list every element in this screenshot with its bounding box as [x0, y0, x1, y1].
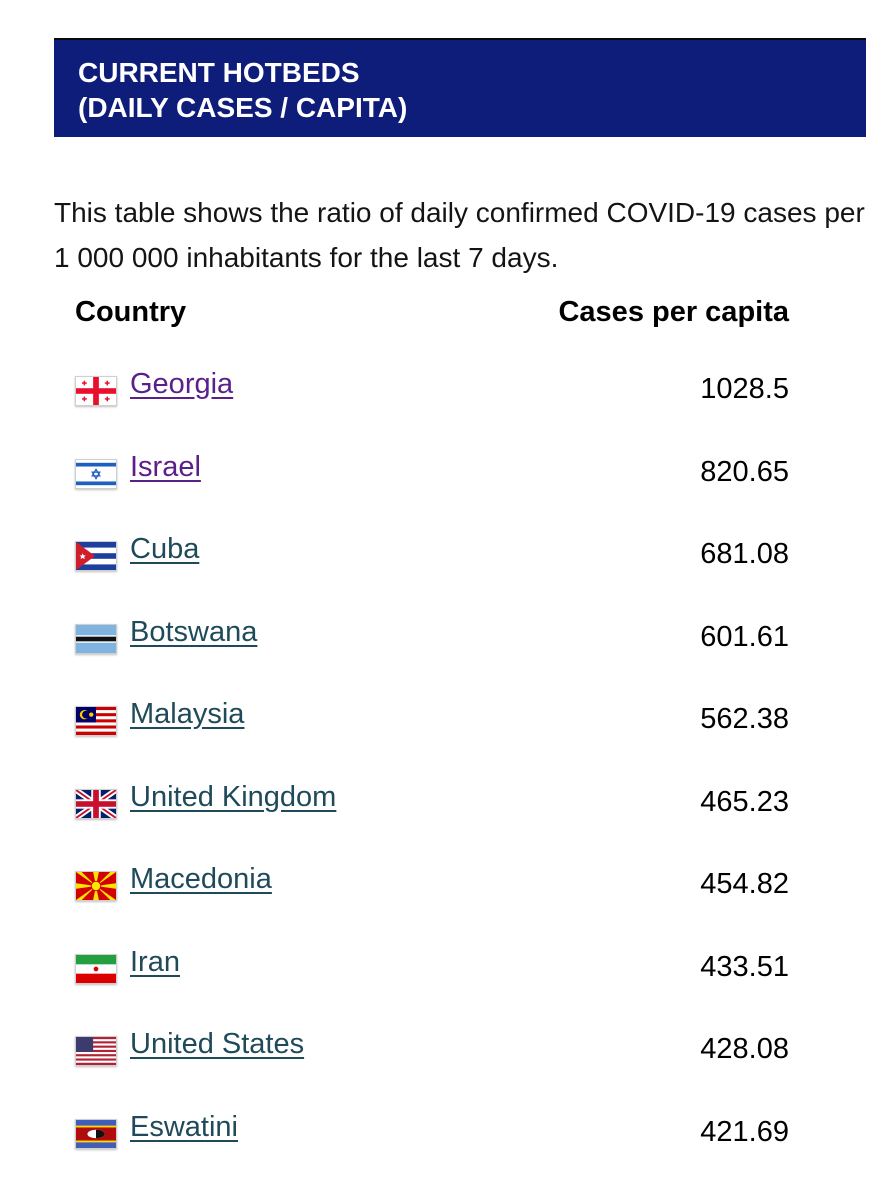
- macedonia-flag-icon: [75, 871, 117, 901]
- country-link-eswatini[interactable]: Eswatini: [130, 1111, 238, 1143]
- cuba-flag-icon: [75, 541, 117, 571]
- cases-value: 421.69: [700, 1116, 789, 1148]
- malaysia-flag-icon: [75, 706, 117, 736]
- table-row: Iran 433.51: [75, 944, 789, 994]
- header-title-line2: (DAILY CASES / CAPITA): [78, 92, 408, 123]
- botswana-flag-icon: [75, 624, 117, 654]
- cases-value: 465.23: [700, 786, 789, 818]
- cases-value: 1028.5: [700, 373, 789, 405]
- country-link-israel[interactable]: Israel: [130, 451, 201, 483]
- cases-value: 601.61: [700, 621, 789, 653]
- table-row: Malaysia 562.38: [75, 696, 789, 746]
- cases-value: 454.82: [700, 868, 789, 900]
- cases-value: 433.51: [700, 951, 789, 983]
- cases-value: 562.38: [700, 703, 789, 735]
- column-header-country: Country: [75, 296, 187, 328]
- country-link-cuba[interactable]: Cuba: [130, 533, 200, 565]
- cases-value: 681.08: [700, 538, 789, 570]
- iran-flag-icon: [75, 954, 117, 984]
- table-row: United States 428.08: [75, 1026, 789, 1076]
- country-link-botswana[interactable]: Botswana: [130, 616, 258, 648]
- table-row: Georgia 1028.5: [75, 366, 789, 416]
- us-flag-icon: [75, 1036, 117, 1066]
- intro-text: This table shows the ratio of daily conf…: [54, 197, 865, 273]
- country-link-united-states[interactable]: United States: [130, 1028, 305, 1060]
- cases-value: 428.08: [700, 1033, 789, 1065]
- table-row: Macedonia 454.82: [75, 861, 789, 911]
- table-row: Cuba 681.08: [75, 531, 789, 581]
- column-header-cases: Cases per capita: [558, 296, 789, 328]
- country-link-macedonia[interactable]: Macedonia: [130, 863, 272, 895]
- eswatini-flag-icon: [75, 1119, 117, 1149]
- country-link-united-kingdom[interactable]: United Kingdom: [130, 781, 337, 813]
- georgia-flag-icon: [75, 376, 117, 406]
- uk-flag-icon: [75, 789, 117, 819]
- table-row: Eswatini 421.69: [75, 1109, 789, 1159]
- table-row: Israel 820.65: [75, 449, 789, 499]
- table-row: United Kingdom 465.23: [75, 779, 789, 829]
- country-link-iran[interactable]: Iran: [130, 946, 180, 978]
- header-title-line1: CURRENT HOTBEDS: [78, 57, 360, 88]
- israel-flag-icon: [75, 459, 117, 489]
- country-link-malaysia[interactable]: Malaysia: [130, 698, 245, 730]
- country-link-georgia[interactable]: Georgia: [130, 368, 234, 400]
- table-row: Botswana 601.61: [75, 614, 789, 664]
- section-header: CURRENT HOTBEDS (DAILY CASES / CAPITA): [54, 38, 866, 137]
- cases-value: 820.65: [700, 456, 789, 488]
